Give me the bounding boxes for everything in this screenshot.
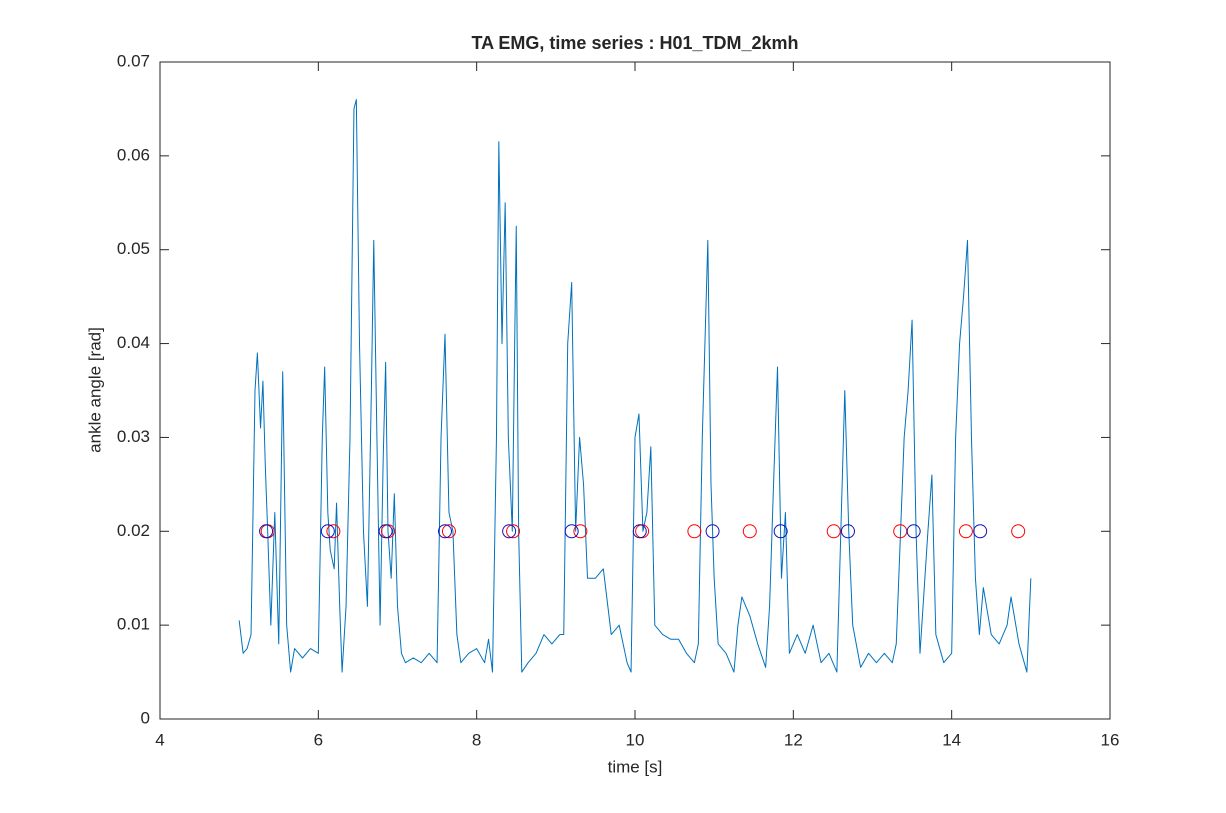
marker: [441, 524, 456, 539]
marker: [773, 524, 788, 539]
x-tick-label: 10: [626, 730, 645, 749]
marker: [742, 524, 757, 539]
y-tick-label: 0.03: [117, 427, 150, 446]
axes-box: [159, 61, 1111, 720]
marker: [906, 524, 921, 539]
marker: [705, 524, 720, 539]
marker: [973, 524, 988, 539]
marker: [632, 524, 647, 539]
y-tick-label: 0.07: [117, 51, 150, 70]
marker: [378, 524, 393, 539]
x-tick-label: 4: [155, 730, 164, 749]
y-tick-label: 0.04: [117, 333, 150, 352]
marker: [1011, 524, 1026, 539]
marker: [826, 524, 841, 539]
marker: [687, 524, 702, 539]
marker: [438, 524, 452, 539]
marker: [573, 524, 588, 539]
marker: [326, 524, 341, 539]
marker: [958, 524, 973, 539]
chart-title: TA EMG, time series : H01_TDM_2kmh: [471, 33, 798, 53]
x-tick-label: 6: [314, 730, 323, 749]
y-tick-label: 0.06: [117, 145, 150, 164]
marker: [502, 524, 517, 539]
marker: [320, 524, 335, 539]
y-tick-label: 0.02: [117, 521, 150, 540]
y-tick-label: 0.01: [117, 615, 150, 634]
y-tick-label: 0.05: [117, 239, 150, 258]
x-tick-label: 16: [1101, 730, 1120, 749]
marker: [840, 524, 855, 539]
x-tick-label: 8: [472, 730, 481, 749]
marker: [259, 524, 274, 539]
x-tick-label: 14: [942, 730, 961, 749]
x-tick-label: 12: [784, 730, 803, 749]
series-line: [238, 99, 1032, 673]
marker: [564, 524, 579, 539]
x-axis-label: time [s]: [608, 757, 663, 776]
marker: [506, 524, 521, 539]
y-axis-label: ankle angle [rad]: [85, 327, 104, 453]
y-tick-label: 0: [141, 708, 150, 727]
